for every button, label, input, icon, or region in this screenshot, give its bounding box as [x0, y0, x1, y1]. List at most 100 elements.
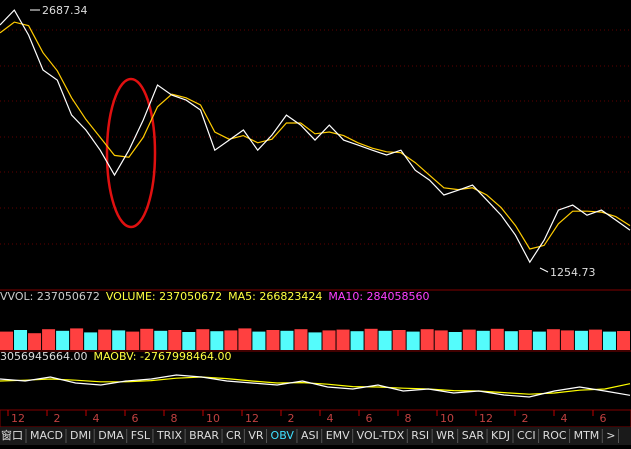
- volume-bar: [28, 333, 42, 350]
- x-tick-label: 8: [405, 412, 412, 425]
- volume-bar: [560, 330, 574, 350]
- maobv-line: [0, 376, 631, 395]
- volume-bar: [434, 330, 448, 350]
- volume-bar: [84, 332, 98, 350]
- volume-bar: [140, 328, 154, 350]
- volume-bar: [504, 331, 518, 350]
- volume-bar: [392, 330, 406, 350]
- volume-bar: [364, 328, 378, 350]
- volume-bar: [476, 330, 490, 350]
- volume-bar: [322, 330, 336, 350]
- volume-bar: [350, 331, 364, 350]
- low-pointer: [539, 267, 549, 273]
- tab[interactable]: >: [606, 429, 615, 442]
- volume-bar: [42, 329, 56, 350]
- x-tick-label: 12: [245, 412, 259, 425]
- volume-bar: [112, 330, 126, 350]
- volume-bar: [168, 330, 182, 350]
- tab-bar: [0, 427, 631, 445]
- high-label: 2687.34: [42, 4, 88, 17]
- x-tick-label: 12: [479, 412, 493, 425]
- tab[interactable]: 窗口: [1, 428, 23, 442]
- volume-bar: [406, 331, 420, 350]
- volume-legend: VVOL: 237050672: [0, 290, 100, 303]
- volume-bar: [462, 329, 476, 350]
- tab[interactable]: ASI: [301, 429, 319, 442]
- volume-bar: [532, 331, 546, 350]
- volume-bar: [294, 329, 308, 350]
- x-tick-label: 12: [11, 412, 25, 425]
- x-tick-label: 2: [522, 412, 529, 425]
- volume-bar: [70, 328, 84, 350]
- tab[interactable]: CR: [226, 429, 242, 442]
- volume-bar: [602, 331, 616, 350]
- volume-bar: [546, 329, 560, 350]
- tab[interactable]: SAR: [462, 429, 485, 442]
- tab[interactable]: BRAR: [189, 429, 219, 442]
- x-tick-label: 6: [132, 412, 139, 425]
- tab[interactable]: KDJ: [491, 429, 510, 442]
- obv-legend: 3056945664.00: [0, 350, 87, 363]
- x-tick-label: 4: [93, 412, 100, 425]
- tab[interactable]: VOL-TDX: [357, 429, 405, 442]
- volume-bar: [182, 332, 196, 350]
- volume-legend: VOLUME: 237050672: [106, 290, 222, 303]
- obv-line: [0, 374, 631, 398]
- volume-bar: [616, 331, 630, 350]
- tab[interactable]: DMI: [70, 429, 91, 442]
- highlight-circle: [105, 77, 157, 229]
- grid: [0, 29, 631, 245]
- tab[interactable]: OBV: [271, 429, 295, 442]
- volume-bar: [238, 328, 252, 350]
- volume-bar: [56, 330, 70, 350]
- volume-bar: [252, 331, 266, 350]
- tab[interactable]: EMV: [326, 429, 350, 442]
- volume-bar: [224, 330, 238, 350]
- volume-bar: [490, 328, 504, 350]
- volume-bar: [14, 330, 28, 350]
- volume-bar: [210, 331, 224, 350]
- volume-bar: [126, 331, 140, 350]
- volume-legend: MA10: 284058560: [328, 290, 429, 303]
- tab[interactable]: MACD: [30, 429, 63, 442]
- tab[interactable]: FSL: [131, 429, 151, 442]
- volume-bar: [280, 330, 294, 350]
- tab[interactable]: ROC: [543, 429, 567, 442]
- x-tick-label: 4: [561, 412, 568, 425]
- volume-bar: [266, 330, 280, 350]
- x-tick-label: 10: [440, 412, 454, 425]
- volume-legend: MA5: 266823424: [228, 290, 322, 303]
- x-tick-label: 10: [206, 412, 220, 425]
- x-tick-label: 8: [171, 412, 178, 425]
- tab[interactable]: DMA: [98, 429, 124, 442]
- volume-bar: [588, 329, 602, 350]
- maobv-legend: MAOBV: -2767998464.00: [93, 350, 231, 363]
- tab[interactable]: MTM: [574, 429, 600, 442]
- x-tick-label: 2: [54, 412, 61, 425]
- x-tick-label: 6: [600, 412, 607, 425]
- tab[interactable]: TRIX: [156, 429, 183, 442]
- volume-bar: [378, 330, 392, 350]
- volume-bar: [154, 330, 168, 350]
- volume-bar: [336, 329, 350, 350]
- ma-line: [0, 21, 631, 250]
- volume-bar: [98, 329, 112, 350]
- low-label: 1254.73: [550, 266, 596, 279]
- volume-bar: [574, 330, 588, 350]
- volume-bar: [196, 329, 210, 350]
- tab[interactable]: WR: [436, 429, 455, 442]
- price-line: [0, 9, 631, 264]
- tab[interactable]: VR: [248, 429, 264, 442]
- volume-bar: [308, 332, 322, 350]
- tab[interactable]: RSI: [411, 429, 429, 442]
- tab[interactable]: CCI: [517, 429, 536, 442]
- x-tick-label: 2: [288, 412, 295, 425]
- volume-bar: [448, 332, 462, 350]
- volume-bar: [420, 329, 434, 350]
- x-tick-label: 6: [366, 412, 373, 425]
- volume-bar: [0, 331, 14, 350]
- x-tick-label: 4: [327, 412, 334, 425]
- volume-bar: [518, 330, 532, 350]
